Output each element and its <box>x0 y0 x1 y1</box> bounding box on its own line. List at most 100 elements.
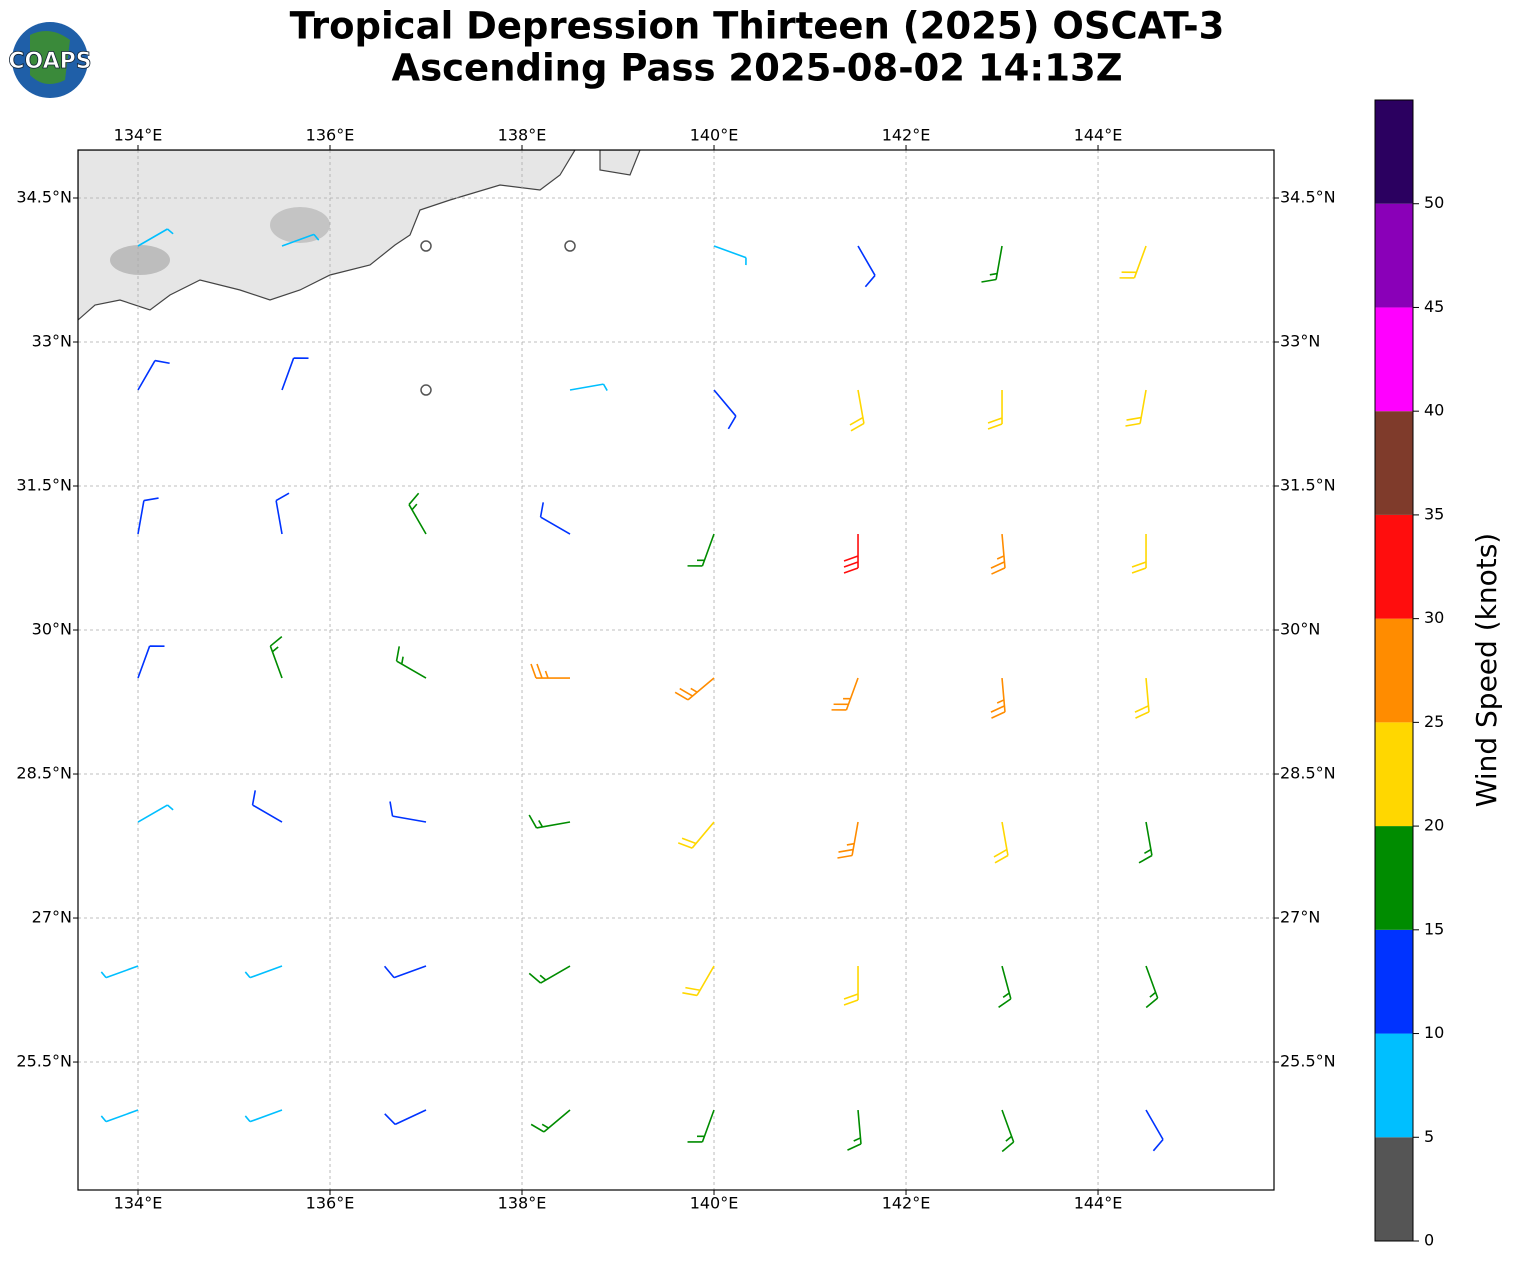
land <box>78 150 641 321</box>
wind-barb <box>1134 677 1150 719</box>
wind-barb <box>1119 245 1147 279</box>
x-tick-label: 140°E <box>690 1194 739 1213</box>
wind-barb <box>837 821 859 859</box>
y-tick-label: 34.5°N <box>16 188 72 207</box>
terrain <box>110 245 170 275</box>
wind-barb <box>674 677 715 701</box>
grid <box>78 150 1274 1190</box>
y-tick-label: 25.5°N <box>16 1052 72 1071</box>
chart-title: Ascending Pass 2025-08-02 14:13Z <box>391 47 1122 90</box>
y-tick-label: 33°N <box>1280 332 1320 351</box>
y-tick-label: 27°N <box>1280 908 1320 927</box>
wind-barb <box>244 1109 283 1123</box>
colorbar-tick-label: 0 <box>1424 1231 1434 1250</box>
terrain <box>270 207 330 243</box>
y-tick-label: 30°N <box>32 620 72 639</box>
x-tick-label: 144°E <box>1074 1194 1123 1213</box>
wind-barb <box>100 965 139 979</box>
colorbar-tick-label: 15 <box>1424 919 1444 938</box>
wind-barb <box>530 663 571 679</box>
colorbar-tick-label: 50 <box>1424 193 1444 212</box>
colorbar-bin <box>1375 1137 1413 1241</box>
wind-barb <box>682 965 715 997</box>
y-tick-label: 31.5°N <box>16 476 72 495</box>
wind-barb <box>831 677 859 711</box>
y-tick-label: 31.5°N <box>1280 476 1336 495</box>
colorbar-bin <box>1375 411 1413 515</box>
y-tick-label: 28.5°N <box>16 764 72 783</box>
wind-barb <box>275 492 290 535</box>
y-tick-label: 33°N <box>32 332 72 351</box>
wind-barb <box>687 533 715 567</box>
land-mass <box>78 150 576 321</box>
colorbar-tick-label: 5 <box>1424 1127 1434 1146</box>
colorbar-tick-label: 10 <box>1424 1023 1444 1042</box>
colorbar-bin <box>1375 929 1413 1034</box>
wind-barb <box>843 534 859 574</box>
wind-barb <box>384 1109 427 1126</box>
wind-barb <box>137 359 170 391</box>
y-tick-label: 28.5°N <box>1280 764 1336 783</box>
colorbar-tick-label: 25 <box>1424 712 1444 731</box>
colorbar-tick-label: 45 <box>1424 297 1444 316</box>
logo-land <box>30 31 70 84</box>
wind-barb <box>1145 1109 1164 1152</box>
wind-barb <box>713 389 737 430</box>
wind-barb <box>981 245 1003 283</box>
y-tick-label: 27°N <box>32 908 72 927</box>
wind-barb <box>677 821 715 849</box>
x-tick-label: 142°E <box>882 126 931 145</box>
wind-barb <box>137 804 174 823</box>
wind-barb <box>420 384 432 396</box>
wind-barb <box>987 390 1003 430</box>
wind-barb <box>530 1109 571 1133</box>
wind-barb <box>849 389 865 432</box>
wind-barb <box>420 240 432 252</box>
wind-barb <box>993 821 1009 864</box>
wind-barb <box>990 677 1006 719</box>
wind-barb <box>843 966 859 1006</box>
wind-barb <box>100 1109 139 1123</box>
wind-barb <box>564 240 576 252</box>
x-tick-label: 140°E <box>690 126 739 145</box>
chart-title: Tropical Depression Thirteen (2025) OSCA… <box>290 5 1225 48</box>
colorbar-tick-label: 40 <box>1424 401 1444 420</box>
x-tick-label: 136°E <box>306 126 355 145</box>
wind-barb <box>281 233 320 247</box>
wind-barb <box>569 383 608 391</box>
wind-barb <box>244 965 283 979</box>
wind-barb <box>528 965 571 984</box>
wind-barb <box>713 245 747 266</box>
wind-barb <box>1138 821 1153 864</box>
colorbar-bin <box>1375 1033 1413 1138</box>
wind-barb <box>389 801 427 823</box>
wind-barb <box>137 497 159 535</box>
x-tick-label: 134°E <box>114 126 163 145</box>
colorbar-bin <box>1375 307 1413 412</box>
wind-barb <box>998 965 1012 1008</box>
logo: COAPS <box>8 22 92 98</box>
colorbar-tick-label: 30 <box>1424 608 1444 627</box>
wind-barb <box>847 1109 862 1151</box>
colorbar-bin <box>1375 514 1413 619</box>
y-tick-label: 34.5°N <box>1280 188 1336 207</box>
wind-barb <box>1131 534 1147 574</box>
wind-barb <box>1145 965 1159 1009</box>
wind-barb <box>990 533 1006 575</box>
map-frame <box>77 149 1275 1191</box>
wind-barb <box>281 357 309 391</box>
wind-barb <box>269 635 283 679</box>
wind-barb <box>687 1109 715 1143</box>
wind-barb <box>408 492 427 535</box>
wind-barb <box>1001 1109 1015 1153</box>
colorbar-bin <box>1375 203 1413 308</box>
colorbar-bin <box>1375 722 1413 827</box>
wind-barb <box>137 645 165 679</box>
colorbar-tick-label: 20 <box>1424 816 1444 835</box>
land-mass <box>599 150 641 176</box>
wind-barb <box>383 965 427 979</box>
x-tick-label: 144°E <box>1074 126 1123 145</box>
colorbar-label: Wind Speed (knots) <box>1470 533 1503 807</box>
